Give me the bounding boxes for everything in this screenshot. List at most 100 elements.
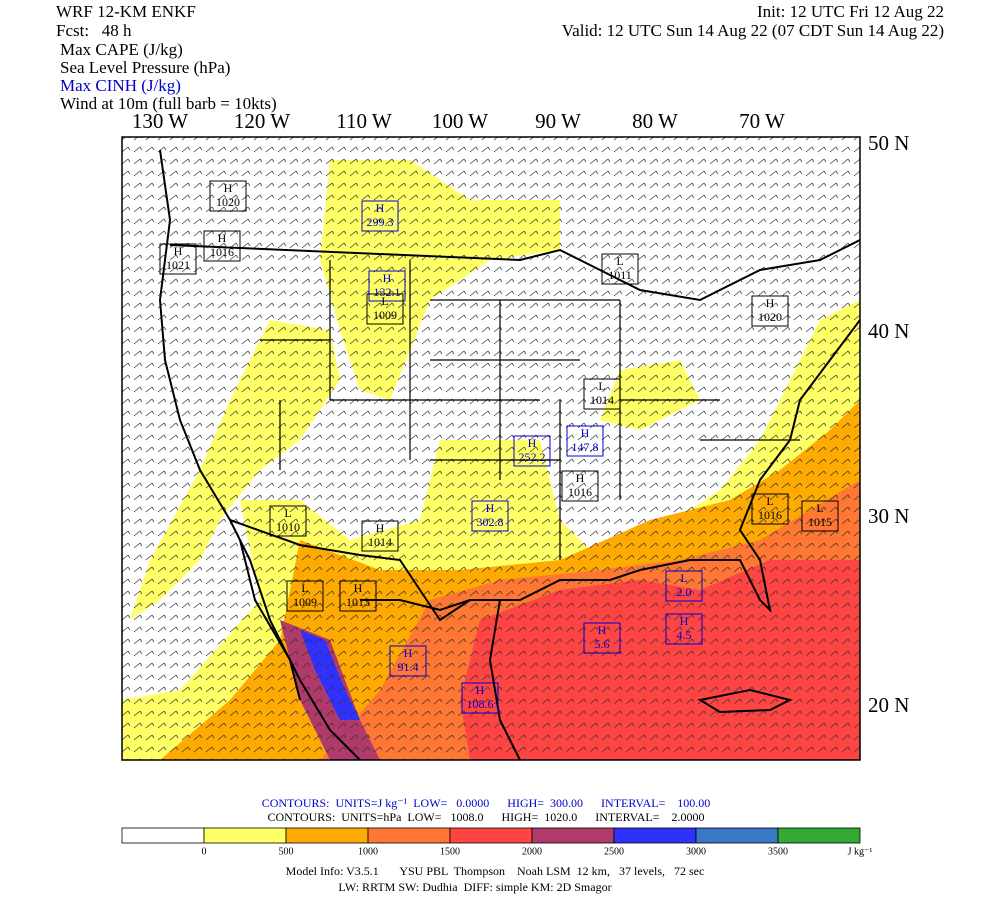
center-letter: H: [598, 623, 607, 637]
pressure-center-box: [461, 682, 499, 714]
pressure-center-box: [286, 580, 324, 612]
center-letter: H: [404, 646, 413, 660]
longitude-label: 70 W: [739, 109, 785, 133]
title: WRF 12-KM ENKF: [56, 2, 196, 21]
center-value: 1020: [758, 310, 782, 324]
model-info: Model Info: V3.5.1 YSU PBL Thompson Noah…: [286, 864, 705, 878]
center-value: 252.2: [519, 450, 546, 464]
center-letter: H: [218, 231, 227, 245]
center-letter: L: [616, 254, 623, 268]
longitude-label: 100 W: [432, 109, 488, 133]
physics-info: LW: RRTM SW: Dudhia DIFF: simple KM: 2D …: [338, 880, 611, 894]
center-letter: L: [381, 294, 388, 308]
pressure-center-box: [583, 378, 621, 410]
valid-time: Valid: 12 UTC Sun 14 Aug 22 (07 CDT Sun …: [562, 21, 944, 40]
colorbar-segment: [449, 827, 533, 844]
center-value: 1016: [210, 245, 234, 259]
center-value: 1015: [808, 515, 832, 529]
cape-contour-info: CONTOURS: UNITS=J kg⁻¹ LOW= 0.0000 HIGH=…: [262, 796, 711, 810]
center-letter: L: [301, 581, 308, 595]
center-value: 4.5: [677, 628, 692, 642]
center-value: 91.4: [398, 660, 419, 674]
center-value: 1010: [276, 520, 300, 534]
pressure-center-box: [361, 520, 399, 552]
center-value: 299.3: [367, 215, 394, 229]
center-letter: L: [766, 494, 773, 508]
center-letter: H: [581, 426, 590, 440]
center-value: 1016: [568, 485, 592, 499]
longitude-label: 130 W: [132, 109, 188, 133]
center-value: 302.8: [477, 515, 504, 529]
coastline: [488, 599, 521, 760]
center-value: 1021: [166, 258, 190, 272]
longitude-label: 90 W: [535, 109, 581, 133]
center-value: 1016: [758, 508, 782, 522]
center-value: 1020: [216, 195, 240, 209]
center-letter: L: [816, 501, 823, 515]
center-value: 1013: [346, 595, 370, 609]
pressure-center-box: [801, 500, 839, 532]
center-value: 1009: [373, 308, 397, 322]
latitude-label: 50 N: [868, 131, 909, 155]
colorbar-segment: [695, 827, 779, 844]
border: [229, 519, 471, 622]
coastline: [158, 149, 361, 760]
center-letter: L: [598, 379, 605, 393]
center-letter: H: [224, 181, 233, 195]
colorbar-label: 3000: [686, 846, 706, 857]
longitude-label: 80 W: [632, 109, 678, 133]
colorbar-segment: [613, 827, 697, 844]
map: H1020H1016H1021H299.3H132.1L1009L1011H10…: [122, 137, 860, 760]
longitude-label: 120 W: [234, 109, 290, 133]
border: [169, 239, 860, 302]
forecast-hour: Fcst: 48 h: [56, 21, 132, 40]
pressure-center-box: [471, 500, 509, 532]
map-frame: [121, 136, 861, 761]
colorbar-unit: J kg⁻¹: [848, 846, 873, 857]
center-value: 1014: [368, 535, 392, 549]
longitude-label: 110 W: [336, 109, 392, 133]
colorbar-segment: [531, 827, 615, 844]
colorbar-label: 1000: [358, 846, 378, 857]
colorbar-label: 2000: [522, 846, 542, 857]
pressure-center-box: [513, 435, 551, 467]
center-value: 1011: [608, 268, 632, 282]
colorbar-label: 2500: [604, 846, 624, 857]
center-letter: H: [476, 683, 485, 697]
coastline: [239, 539, 301, 701]
field-name: Max CAPE (J/kg): [60, 40, 183, 59]
colorbar-segment: [367, 827, 451, 844]
center-value: 2.0: [677, 585, 692, 599]
latitude-label: 20 N: [868, 693, 909, 717]
center-letter: H: [486, 501, 495, 515]
colorbar-segment: [285, 827, 369, 844]
colorbar-segment: [777, 827, 861, 844]
pressure-center-box: [361, 200, 399, 232]
field-name: Wind at 10m (full barb = 10kts): [60, 94, 277, 113]
pressure-center-box: [366, 293, 404, 325]
slp-contour-info: CONTOURS: UNITS=hPa LOW= 1008.0 HIGH= 10…: [268, 810, 705, 824]
pressure-center-box: [561, 470, 599, 502]
center-letter: L: [284, 506, 291, 520]
pressure-center-box: [339, 580, 377, 612]
center-letter: H: [766, 296, 775, 310]
colorbar-segment: [203, 827, 287, 844]
center-letter: H: [376, 201, 385, 215]
pressure-center-box: [159, 243, 197, 275]
center-value: 132.1: [374, 285, 401, 299]
colorbar-label: 1500: [440, 846, 460, 857]
center-letter: H: [354, 581, 363, 595]
pressure-center-box: [389, 645, 427, 677]
center-letter: L: [680, 571, 687, 585]
colorbar-segment: [121, 827, 205, 844]
center-value: 1009: [293, 595, 317, 609]
pressure-center-box: [751, 493, 789, 525]
pressure-center-box: [368, 270, 406, 302]
pressure-center-box: [269, 505, 307, 537]
center-value: 147.8: [572, 440, 599, 454]
center-value: 1014: [590, 393, 614, 407]
center-value: 108.6: [467, 697, 494, 711]
pressure-center-box: [583, 622, 621, 654]
